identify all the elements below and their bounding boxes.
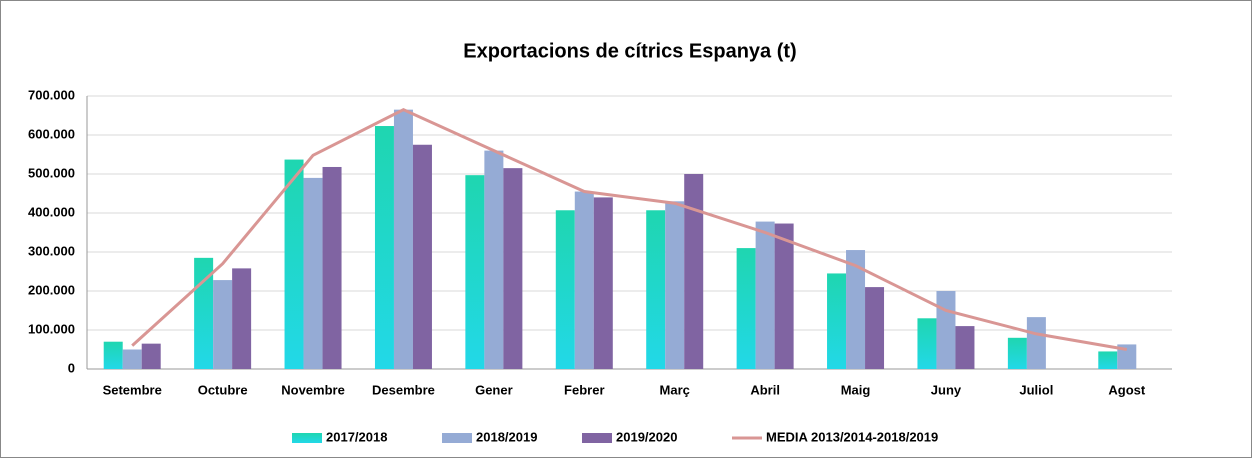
bar [827, 273, 847, 369]
bar [736, 248, 756, 369]
y-tick-label: 200.000 [28, 282, 75, 297]
bar [374, 126, 394, 369]
bar [593, 197, 613, 369]
bar [465, 175, 485, 369]
bar [503, 168, 523, 369]
bar [665, 201, 685, 369]
bar [1007, 337, 1027, 369]
bar [955, 326, 975, 369]
legend-swatch [292, 433, 322, 443]
legend-swatch [582, 433, 612, 443]
bar [846, 250, 866, 369]
y-tick-label: 300.000 [28, 243, 75, 258]
bar [755, 221, 775, 369]
bar [412, 144, 432, 369]
bar [555, 210, 575, 369]
y-tick-label: 600.000 [28, 126, 75, 141]
legend-label: 2017/2018 [326, 429, 387, 444]
bar [936, 291, 956, 369]
bar [393, 109, 413, 370]
legend-label: 2018/2019 [476, 429, 537, 444]
x-tick-label: Maig [841, 382, 871, 397]
bar [1026, 317, 1046, 369]
bar [322, 166, 342, 369]
bar [213, 280, 233, 369]
y-tick-label: 100.000 [28, 321, 75, 336]
legend-label: 2019/2020 [616, 429, 677, 444]
bar [646, 210, 666, 369]
bar [1098, 351, 1118, 369]
chart-title: Exportacions de cítrics Espanya (t) [463, 40, 796, 62]
x-tick-label: Juliol [1019, 382, 1053, 397]
legend-swatch [442, 433, 472, 443]
x-tick-label: Desembre [372, 382, 435, 397]
bar [122, 349, 142, 369]
bar [865, 287, 885, 369]
x-tick-label: Febrer [564, 382, 604, 397]
x-tick-label: Gener [475, 382, 513, 397]
x-tick-label: Agost [1108, 382, 1146, 397]
y-tick-label: 0 [68, 360, 75, 375]
x-tick-label: Juny [931, 382, 962, 397]
bar [774, 223, 794, 369]
x-tick-label: Novembre [281, 382, 345, 397]
y-tick-label: 700.000 [28, 87, 75, 102]
bar [103, 341, 123, 369]
y-tick-label: 500.000 [28, 165, 75, 180]
bar [303, 177, 323, 369]
bar [1117, 344, 1137, 369]
bar [141, 343, 161, 369]
x-tick-label: Octubre [198, 382, 248, 397]
legend-label: MEDIA 2013/2014-2018/2019 [766, 429, 938, 444]
x-tick-label: Setembre [103, 382, 162, 397]
bar [917, 318, 937, 369]
x-tick-label: Març [660, 382, 690, 397]
bar [484, 150, 504, 369]
line-series [131, 107, 1128, 351]
y-tick-label: 400.000 [28, 204, 75, 219]
bar [284, 159, 304, 369]
bar [232, 268, 252, 369]
bar [684, 174, 704, 369]
bar [574, 191, 594, 369]
x-tick-label: Abril [750, 382, 780, 397]
